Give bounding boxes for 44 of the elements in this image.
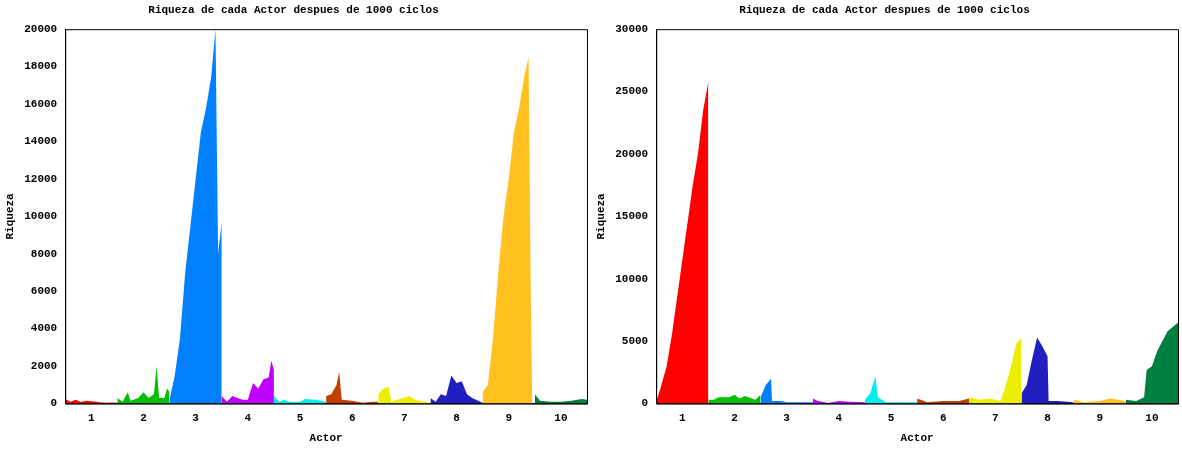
y-axis-title: Riqueza (4, 192, 17, 240)
y-tick-label: 16000 (24, 97, 58, 110)
y-tick-label: 4000 (30, 322, 58, 335)
y-tick-label: 18000 (24, 60, 58, 73)
x-tick-label: 10 (1145, 411, 1159, 424)
y-tick-label: 15000 (615, 210, 649, 223)
y-tick-label: 10000 (615, 272, 649, 285)
y-tick-label: 2000 (30, 359, 58, 372)
x-tick-label: 5 (296, 411, 304, 424)
x-tick-label: 9 (1096, 411, 1104, 424)
y-tick-label: 14000 (24, 135, 58, 148)
chart-title: Riqueza de cada Actor despues de 1000 ciclos (739, 4, 1030, 17)
y-tick-label: 5000 (621, 334, 649, 347)
x-tick-label: 10 (554, 411, 568, 424)
y-tick-label: 20000 (24, 22, 58, 35)
x-axis-title: Actor (900, 432, 934, 445)
x-tick-label: 6 (939, 411, 947, 424)
x-tick-label: 5 (887, 411, 895, 424)
x-axis-title: Actor (309, 432, 343, 445)
x-tick-label: 3 (192, 411, 200, 424)
y-tick-label: 30000 (615, 22, 649, 35)
x-tick-label: 8 (453, 411, 461, 424)
x-tick-label: 8 (1044, 411, 1052, 424)
chart-title: Riqueza de cada Actor despues de 1000 ciclos (148, 4, 439, 17)
x-tick-label: 1 (678, 411, 686, 424)
x-tick-label: 3 (783, 411, 791, 424)
x-tick-label: 4 (835, 411, 843, 424)
y-tick-label: 8000 (30, 247, 58, 260)
y-tick-label: 10000 (24, 210, 58, 223)
y-tick-label: 0 (50, 397, 58, 410)
y-tick-label: 12000 (24, 172, 58, 185)
x-tick-label: 7 (401, 411, 408, 424)
y-tick-label: 6000 (30, 285, 58, 298)
x-tick-label: 4 (244, 411, 252, 424)
x-tick-label: 6 (348, 411, 356, 424)
y-axis-title: Riqueza (595, 192, 608, 240)
x-tick-label: 1 (87, 411, 95, 424)
x-tick-label: 9 (505, 411, 513, 424)
x-tick-label: 2 (140, 411, 147, 424)
y-tick-label: 0 (641, 397, 649, 410)
y-tick-label: 25000 (615, 85, 649, 98)
y-tick-label: 20000 (615, 147, 649, 160)
x-tick-label: 7 (992, 411, 999, 424)
x-tick-label: 2 (731, 411, 738, 424)
